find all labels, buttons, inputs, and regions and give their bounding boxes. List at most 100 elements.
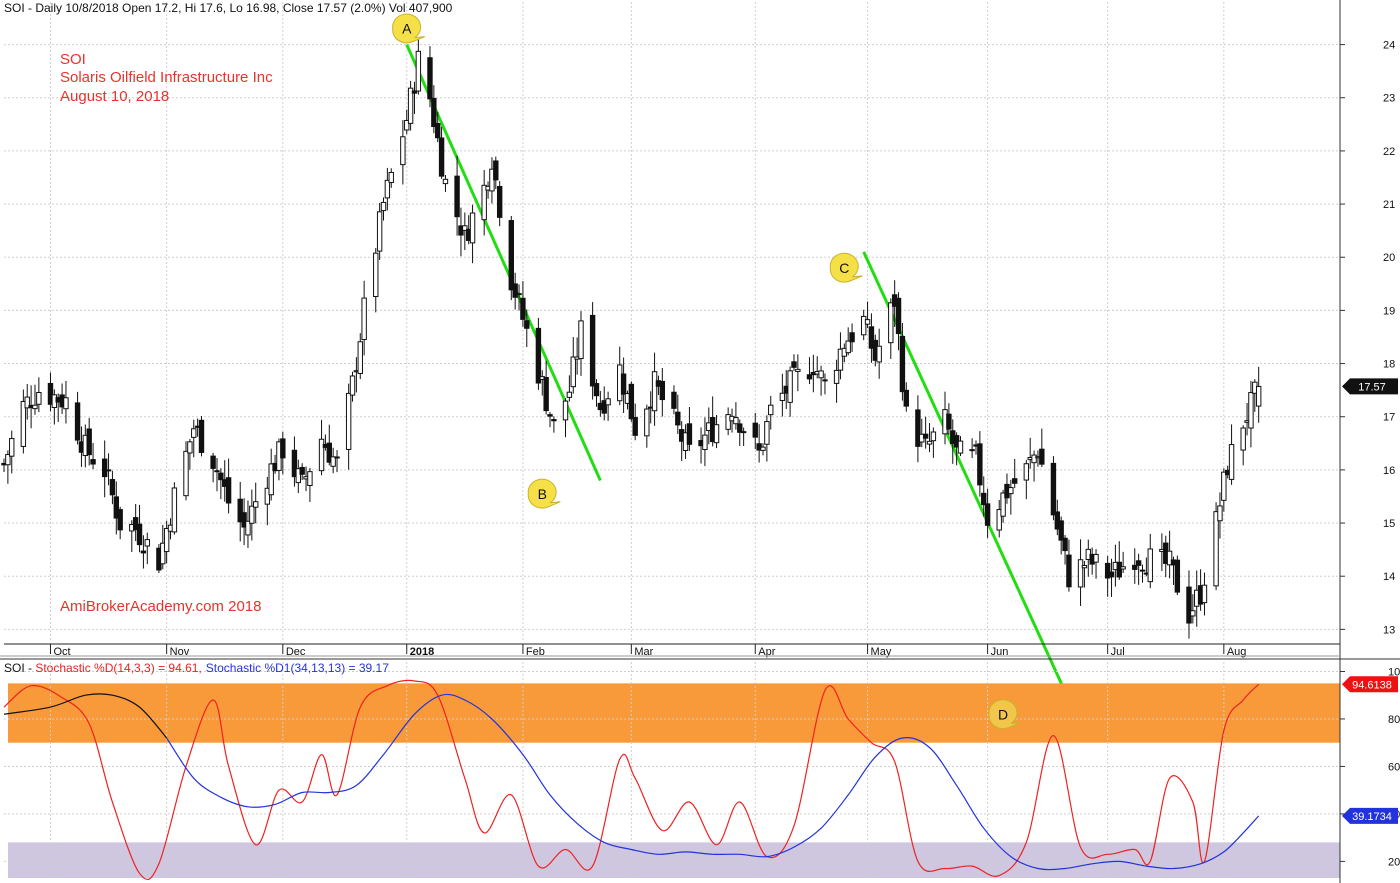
candle-body [524,320,530,329]
candle-body [210,455,216,469]
candle-body [996,509,1002,531]
candle-body [760,446,766,451]
callout-label: D [998,706,1008,722]
date-label: August 10, 2018 [60,88,169,105]
candle-body [551,419,557,422]
candle-body [1062,537,1068,552]
candle-body [415,50,422,92]
candle-body [345,392,352,450]
osc-tick-label: 20 [1388,856,1400,868]
candle-body [241,512,247,528]
stochastic-zones [8,683,1340,878]
candle-body [605,398,611,406]
callout-label: C [839,260,849,276]
candle-body [1050,462,1057,516]
candle-body [132,517,139,531]
candle-body [435,123,441,139]
x-tick-label: Oct [53,646,70,658]
price-tick-label: 15 [1383,518,1395,530]
candle-body [876,345,882,363]
candle-body [644,408,650,437]
candle-body [512,283,518,298]
candle-body [562,400,569,421]
candle-body [1248,392,1254,429]
osc-tick-label: 80 [1388,714,1400,726]
candle-body [361,297,367,341]
candle-body [32,404,38,410]
candle-body [349,375,356,396]
candle-body [899,335,906,393]
candle-body [113,496,120,519]
candle-body [1217,505,1223,522]
ticker-label: SOI [60,51,86,68]
candle-body [651,371,658,412]
candle-body [628,383,635,420]
candle-body [5,454,11,466]
x-tick-label: Jun [991,646,1009,658]
candle-body [1132,564,1138,570]
price-tick-label: 16 [1383,465,1395,477]
callout-bubble [829,252,863,283]
candle-body [868,326,875,349]
candle-body [384,179,391,199]
candle-body [105,469,112,472]
candle-body [570,356,576,388]
candle-body [101,458,108,478]
candle-body [1039,448,1045,465]
candle-body [334,456,340,459]
candle-body [1186,586,1192,624]
candle-body [373,252,379,298]
candle-body [702,434,708,451]
candle-body [24,396,30,409]
candle-body [1120,566,1126,570]
candle-body [109,479,116,496]
candle-body [36,391,42,405]
price-header: SOI - Daily 10/8/2018 Open 17.2, Hi 17.6… [4,1,453,15]
candle-body [307,471,313,486]
candle-body [388,171,394,184]
stoch-d1-badge-text: 39.1734 [1352,811,1392,823]
callout-a: A [392,13,425,44]
candle-body [144,539,150,547]
callout-bubble [988,699,1022,730]
candle-body [566,391,573,398]
candle-body [686,423,693,445]
callout-c: C [829,252,863,283]
candle-body [1228,444,1235,480]
candle-body [977,443,983,486]
candle-body [237,498,243,523]
stoch-d1-badge-shape [1342,807,1398,824]
candle-body [903,389,909,407]
candle-body [264,487,271,505]
candle-body [47,382,54,405]
candle-body [268,463,274,496]
candle-body [496,185,503,218]
candlesticks [1,38,1262,639]
indicator-header-prefix: SOI - [4,661,35,675]
candle-body [845,340,851,354]
callout-bubble [392,13,425,44]
candle-body [1031,454,1037,464]
candle-body [1023,463,1030,481]
stoch-d1-badge: 39.1734 [1342,807,1398,824]
x-tick-label: Dec [286,646,306,658]
candle-body [291,449,298,478]
candle-body [1213,511,1219,587]
x-tick-label: Mar [634,646,653,658]
candle-body [806,374,813,380]
candle-body [163,528,170,553]
candle-body [675,411,681,426]
candle-body [764,421,770,445]
candle-body [520,297,526,320]
candle-body [245,520,251,536]
candle-body [249,505,255,524]
candle-body [1104,562,1111,579]
candle-body [1108,571,1115,578]
price-tick-label: 17 [1383,412,1395,424]
candle-body [1174,559,1181,593]
candle-body [535,327,542,384]
overbought-zone [8,683,1340,743]
candle-body [516,293,522,296]
candle-body [981,492,987,506]
